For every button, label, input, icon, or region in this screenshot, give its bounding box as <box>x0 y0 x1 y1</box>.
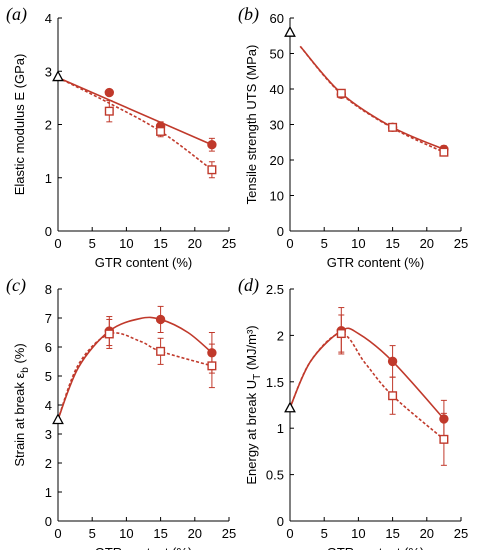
y-tick-label: 4 <box>45 11 52 26</box>
fit-curve-solid <box>299 45 445 151</box>
data-point-square <box>207 165 217 175</box>
x-tick-label: 15 <box>153 526 167 541</box>
y-tick-label: 1 <box>45 485 52 500</box>
x-tick-label: 5 <box>321 526 328 541</box>
data-point-square <box>336 329 346 339</box>
x-tick-label: 15 <box>385 526 399 541</box>
x-axis-title: GTR content (%) <box>95 545 193 550</box>
data-point-square <box>156 126 166 136</box>
y-tick-label: 0.5 <box>266 468 284 483</box>
data-point-square <box>388 391 398 401</box>
y-tick-label: 0 <box>45 514 52 529</box>
x-tick-label: 25 <box>222 236 236 251</box>
y-axis-title: Elastic modulus E (GPa) <box>12 54 27 196</box>
x-tick-label: 10 <box>351 236 365 251</box>
data-point-square <box>207 361 217 371</box>
panel-b: 0 10 20 30 40 50 60 0 5 10 15 20 25 GTR content (%) Te… <box>238 4 468 270</box>
data-point-square <box>156 346 166 356</box>
x-tick-label: 5 <box>89 526 96 541</box>
y-tick-label: 2 <box>277 328 284 343</box>
y-tick-label: 20 <box>270 153 284 168</box>
x-axis-title: GTR content (%) <box>327 255 425 270</box>
fit-curve-dashed <box>299 45 445 153</box>
x-tick-label: 25 <box>454 236 468 251</box>
y-axis-title: Energy at break UT (MJ/m³) <box>244 325 263 484</box>
data-point-square <box>388 122 398 132</box>
control-point-triangle <box>52 413 64 425</box>
panel-label: (b) <box>238 4 259 25</box>
y-tick-label: 4 <box>45 398 52 413</box>
control-point-triangle <box>284 25 296 37</box>
y-tick-label: 2 <box>45 456 52 471</box>
x-tick-label: 5 <box>89 236 96 251</box>
data-point-circle <box>207 140 217 150</box>
x-tick-label: 10 <box>119 526 133 541</box>
y-tick-label: 1 <box>45 171 52 186</box>
y-tick-label: 0 <box>277 224 284 239</box>
y-tick-label: 60 <box>270 11 284 26</box>
x-tick-label: 20 <box>420 526 434 541</box>
y-tick-label: 30 <box>270 118 284 133</box>
panel-c: 0 1 2 3 4 5 6 7 8 0 5 10 15 20 25 GTR content (%) Strain… <box>6 275 236 550</box>
y-tick-label: 3 <box>45 64 52 79</box>
panel-label: (c) <box>6 275 26 296</box>
x-tick-label: 25 <box>222 526 236 541</box>
y-tick-label: 40 <box>270 82 284 97</box>
y-axis-title: Strain at break εb (%) <box>12 343 31 466</box>
x-tick-label: 10 <box>351 526 365 541</box>
x-tick-label: 20 <box>188 236 202 251</box>
y-tick-label: 2 <box>45 118 52 133</box>
control-point-triangle <box>52 70 64 82</box>
x-axis-title: GTR content (%) <box>327 545 425 550</box>
x-tick-label: 0 <box>54 526 61 541</box>
x-tick-label: 10 <box>119 236 133 251</box>
fit-curve-dashed <box>57 76 213 171</box>
fit-curve-solid <box>289 327 445 420</box>
fit-curve-solid <box>57 76 213 146</box>
y-tick-label: 5 <box>45 369 52 384</box>
x-tick-label: 15 <box>385 236 399 251</box>
data-point-square <box>104 329 114 339</box>
fit-curve-dashed <box>57 332 213 420</box>
panel-d: 0 0.5 1 1.5 2 2.5 0 5 10 15 20 25 GTR content (%) Ene… <box>238 275 468 550</box>
y-tick-label: 6 <box>45 340 52 355</box>
data-point-square <box>336 88 346 98</box>
y-tick-label: 3 <box>45 427 52 442</box>
data-point-square <box>439 147 449 157</box>
y-tick-label: 7 <box>45 311 52 326</box>
y-tick-label: 0 <box>45 224 52 239</box>
x-axis-title: GTR content (%) <box>95 255 193 270</box>
y-tick-label: 1 <box>277 421 284 436</box>
data-point-circle <box>387 356 398 367</box>
control-point-triangle <box>284 401 296 413</box>
x-tick-label: 15 <box>153 236 167 251</box>
panel-a: 0 1 2 3 4 0 5 10 15 20 25 GTR content (%) Elastic mo… <box>6 4 236 270</box>
data-point-circle <box>155 314 166 325</box>
x-tick-label: 0 <box>286 236 293 251</box>
data-point-square <box>439 434 449 444</box>
y-tick-label: 0 <box>277 514 284 529</box>
x-tick-label: 20 <box>420 236 434 251</box>
y-tick-label: 8 <box>45 282 52 297</box>
panel-label: (a) <box>6 4 27 25</box>
y-axis-title: Tensile strength UTS (MPa) <box>244 45 259 205</box>
x-tick-label: 25 <box>454 526 468 541</box>
x-tick-label: 0 <box>54 236 61 251</box>
data-point-circle <box>104 87 115 98</box>
fit-curve-solid <box>57 316 213 420</box>
y-tick-label: 50 <box>270 47 284 62</box>
fit-curve-dashed <box>289 332 445 440</box>
panel-label: (d) <box>238 275 259 296</box>
x-tick-label: 0 <box>286 526 293 541</box>
y-tick-label: 2.5 <box>266 282 284 297</box>
data-point-square <box>104 106 114 116</box>
y-tick-label: 10 <box>270 189 284 204</box>
x-tick-label: 20 <box>188 526 202 541</box>
x-tick-label: 5 <box>321 236 328 251</box>
y-tick-label: 1.5 <box>266 375 284 390</box>
